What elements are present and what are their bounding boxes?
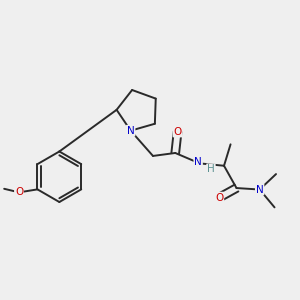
Text: O: O (173, 127, 182, 136)
Text: N: N (256, 184, 263, 194)
Text: H: H (207, 164, 215, 174)
Text: N: N (127, 126, 135, 136)
Text: O: O (215, 193, 224, 202)
Text: O: O (15, 188, 23, 197)
Text: N: N (194, 158, 202, 167)
